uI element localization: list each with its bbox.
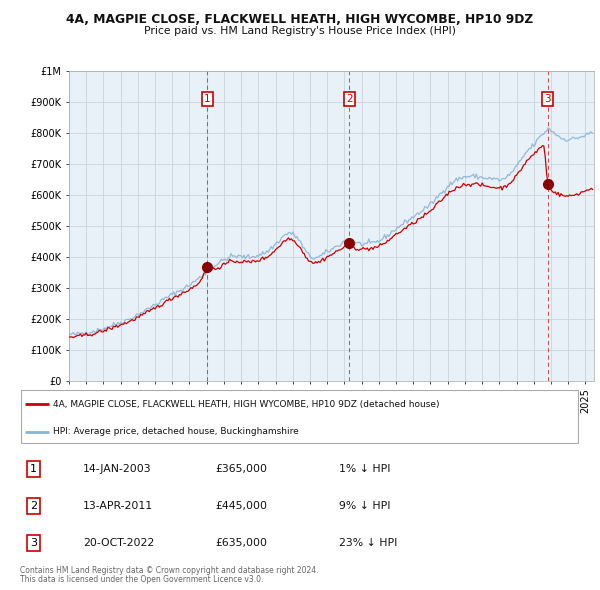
Text: 2: 2: [346, 94, 353, 104]
Text: 4A, MAGPIE CLOSE, FLACKWELL HEATH, HIGH WYCOMBE, HP10 9DZ: 4A, MAGPIE CLOSE, FLACKWELL HEATH, HIGH …: [67, 13, 533, 26]
Text: 1: 1: [30, 464, 37, 474]
Text: 3: 3: [544, 94, 551, 104]
Text: 13-APR-2011: 13-APR-2011: [83, 501, 153, 511]
Text: 4A, MAGPIE CLOSE, FLACKWELL HEATH, HIGH WYCOMBE, HP10 9DZ (detached house): 4A, MAGPIE CLOSE, FLACKWELL HEATH, HIGH …: [53, 399, 439, 408]
Text: £635,000: £635,000: [215, 537, 268, 548]
FancyBboxPatch shape: [21, 391, 578, 442]
Text: 3: 3: [30, 537, 37, 548]
Text: 1% ↓ HPI: 1% ↓ HPI: [340, 464, 391, 474]
Text: 9% ↓ HPI: 9% ↓ HPI: [340, 501, 391, 511]
Text: £365,000: £365,000: [215, 464, 268, 474]
Text: £445,000: £445,000: [215, 501, 268, 511]
Text: HPI: Average price, detached house, Buckinghamshire: HPI: Average price, detached house, Buck…: [53, 427, 299, 436]
Text: 20-OCT-2022: 20-OCT-2022: [83, 537, 154, 548]
Text: 14-JAN-2003: 14-JAN-2003: [83, 464, 151, 474]
Text: 23% ↓ HPI: 23% ↓ HPI: [340, 537, 398, 548]
Text: 2: 2: [30, 501, 37, 511]
Text: This data is licensed under the Open Government Licence v3.0.: This data is licensed under the Open Gov…: [20, 575, 264, 584]
Text: Contains HM Land Registry data © Crown copyright and database right 2024.: Contains HM Land Registry data © Crown c…: [20, 566, 319, 575]
Text: 1: 1: [204, 94, 211, 104]
Text: Price paid vs. HM Land Registry's House Price Index (HPI): Price paid vs. HM Land Registry's House …: [144, 26, 456, 36]
